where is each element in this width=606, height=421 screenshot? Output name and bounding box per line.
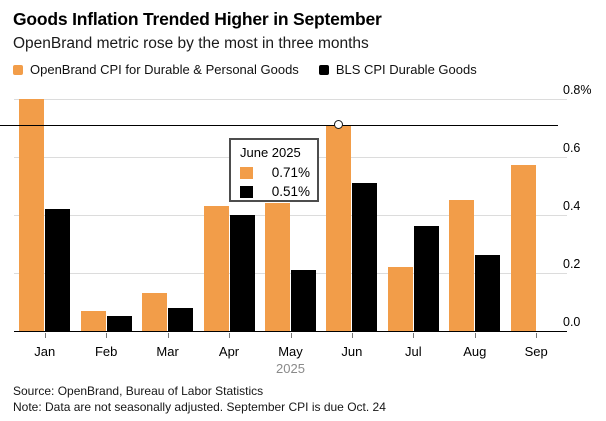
bar-group-may [260, 88, 321, 331]
tooltip-value-openbrand: 0.71% [271, 165, 310, 180]
x-axis-label-mar: Mar [156, 344, 179, 359]
tooltip-row-bls: 0.51% [240, 182, 310, 201]
tooltip-value-bls: 0.51% [271, 184, 310, 199]
x-axis-tick-aug [474, 333, 476, 338]
tooltip-swatch-black-icon [240, 185, 253, 198]
bar-group-feb [75, 88, 136, 331]
bar-group-aug [444, 88, 505, 331]
x-axis-year: 2025 [276, 361, 305, 376]
x-axis-label-sep: Sep [524, 344, 548, 359]
bar-feb-bls[interactable] [106, 316, 132, 331]
bar-apr-bls[interactable] [229, 214, 255, 331]
bar-jan-bls[interactable] [45, 209, 71, 331]
x-axis-tick-mar [167, 333, 169, 338]
bar-aug-openbrand[interactable] [449, 200, 475, 331]
tooltip: June 2025 0.71% 0.51% [229, 138, 319, 202]
note-line: Note: Data are not seasonally adjusted. … [13, 399, 386, 414]
plot-area[interactable] [0, 88, 567, 332]
legend: OpenBrand CPI for Durable & Personal Goo… [13, 62, 477, 77]
x-axis-label-jun: Jun [341, 344, 363, 359]
x-axis-label-jul: Jul [405, 344, 422, 359]
gridline-0.8 [14, 99, 567, 101]
legend-label-openbrand: OpenBrand CPI for Durable & Personal Goo… [30, 62, 299, 77]
bar-groups [14, 88, 567, 331]
legend-item-bls[interactable]: BLS CPI Durable Goods [318, 62, 477, 77]
bar-feb-openbrand[interactable] [80, 310, 106, 331]
y-axis-label-0.2: 0.2 [563, 256, 581, 271]
x-axis-labels: Jan Feb Mar Apr May Jun Jul Aug Sep [14, 344, 567, 359]
x-axis-label-feb: Feb [94, 344, 118, 359]
x-axis-tick-jan [44, 333, 46, 338]
y-axis-label-0.0: 0.0 [563, 315, 581, 329]
legend-swatch-black-icon [318, 64, 329, 75]
y-axis-label-0.4: 0.4 [563, 198, 581, 213]
x-axis-tick-jun [351, 333, 353, 338]
legend-item-openbrand[interactable]: OpenBrand CPI for Durable & Personal Goo… [13, 62, 299, 77]
bar-group-apr [198, 88, 259, 331]
legend-label-bls: BLS CPI Durable Goods [335, 62, 477, 77]
source-line: Source: OpenBrand, Bureau of Labor Stati… [13, 384, 264, 398]
x-axis-tick-may [290, 333, 292, 338]
bar-group-jul [383, 88, 444, 331]
bar-group-sep [506, 88, 567, 331]
bar-aug-bls[interactable] [475, 255, 501, 331]
bar-jan-openbrand[interactable] [19, 98, 45, 331]
bar-jul-openbrand[interactable] [387, 267, 413, 331]
gridline-0.4 [14, 215, 567, 217]
x-axis-label-aug: Aug [463, 344, 487, 359]
bar-may-bls[interactable] [290, 270, 316, 331]
x-axis-tick-jul [413, 333, 415, 338]
x-axis-label-jan: Jan [34, 344, 56, 359]
chart-subtitle: OpenBrand metric rose by the most in thr… [13, 35, 369, 52]
bar-mar-bls[interactable] [168, 307, 194, 331]
tooltip-swatch-orange-icon [240, 166, 253, 179]
bar-apr-openbrand[interactable] [203, 206, 229, 331]
bar-group-jun [321, 88, 382, 331]
x-axis-tick-apr [229, 333, 231, 338]
gridline-0.2 [14, 273, 567, 275]
bar-sep-openbrand[interactable] [510, 165, 536, 331]
x-axis-label-apr: Apr [218, 344, 240, 359]
tooltip-title: June 2025 [240, 145, 301, 160]
chart-title: Goods Inflation Trended Higher in Septem… [13, 9, 382, 29]
x-axis-tick-sep [536, 333, 538, 338]
bar-jun-openbrand[interactable] [326, 124, 352, 331]
x-axis-tick-feb [106, 333, 108, 338]
bar-group-mar [137, 88, 198, 331]
legend-swatch-orange-icon [13, 64, 23, 75]
x-axis-label-may: May [278, 344, 303, 359]
highlight-crosshair-line [0, 124, 558, 127]
y-axis-label-0.8%: 0.8% [563, 82, 592, 97]
bar-jul-bls[interactable] [413, 226, 439, 331]
bar-group-jan [14, 88, 75, 331]
highlight-marker-icon [334, 120, 344, 130]
tooltip-row-openbrand: 0.71% [240, 163, 310, 182]
source-note: Source: OpenBrand, Bureau of Labor Stati… [13, 384, 386, 415]
bar-may-openbrand[interactable] [264, 203, 290, 331]
y-axis-label-0.6: 0.6 [563, 140, 581, 155]
bar-mar-openbrand[interactable] [142, 293, 168, 331]
bar-jun-bls[interactable] [352, 182, 378, 331]
